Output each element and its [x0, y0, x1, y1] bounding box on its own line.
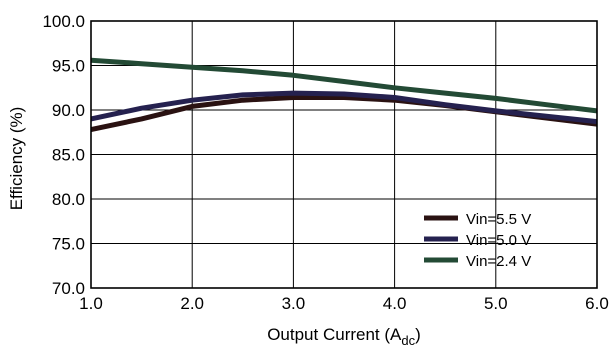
plot-frame [90, 20, 598, 289]
x-tick-label: 3.0 [282, 294, 306, 313]
y-tick-label: 80.0 [52, 190, 85, 209]
x-tick-label: 5.0 [484, 294, 508, 313]
series-line [90, 57, 598, 114]
y-tick-label: 85.0 [52, 146, 85, 165]
series-line [90, 90, 598, 125]
x-tick-labels: 1.0 2.0 3.0 4.0 5.0 6.0 [79, 294, 609, 313]
legend: Vin=5.5 V Vin=5.0 V Vin=2.4 V [424, 211, 531, 270]
legend-label: Vin=5.0 V [466, 232, 531, 249]
grid [91, 21, 597, 288]
x-axis-title: Output Current (Adc) [267, 325, 421, 348]
x-tick-label: 4.0 [383, 294, 407, 313]
x-tick-label: 2.0 [180, 294, 204, 313]
y-tick-label: 75.0 [52, 235, 85, 254]
x-tick-label: 6.0 [585, 294, 609, 313]
y-tick-labels: 70.0 75.0 80.0 85.0 90.0 95.0 100.0 [42, 12, 85, 298]
legend-label: Vin=2.4 V [466, 253, 531, 270]
y-tick-label: 90.0 [52, 101, 85, 120]
y-tick-label: 95.0 [52, 57, 85, 76]
legend-label: Vin=5.5 V [466, 211, 531, 228]
series-lines [90, 57, 598, 133]
y-tick-label: 70.0 [52, 279, 85, 298]
y-tick-label: 100.0 [42, 12, 85, 31]
x-tick-label: 1.0 [79, 294, 103, 313]
y-axis-title: Efficiency (%) [7, 107, 26, 211]
